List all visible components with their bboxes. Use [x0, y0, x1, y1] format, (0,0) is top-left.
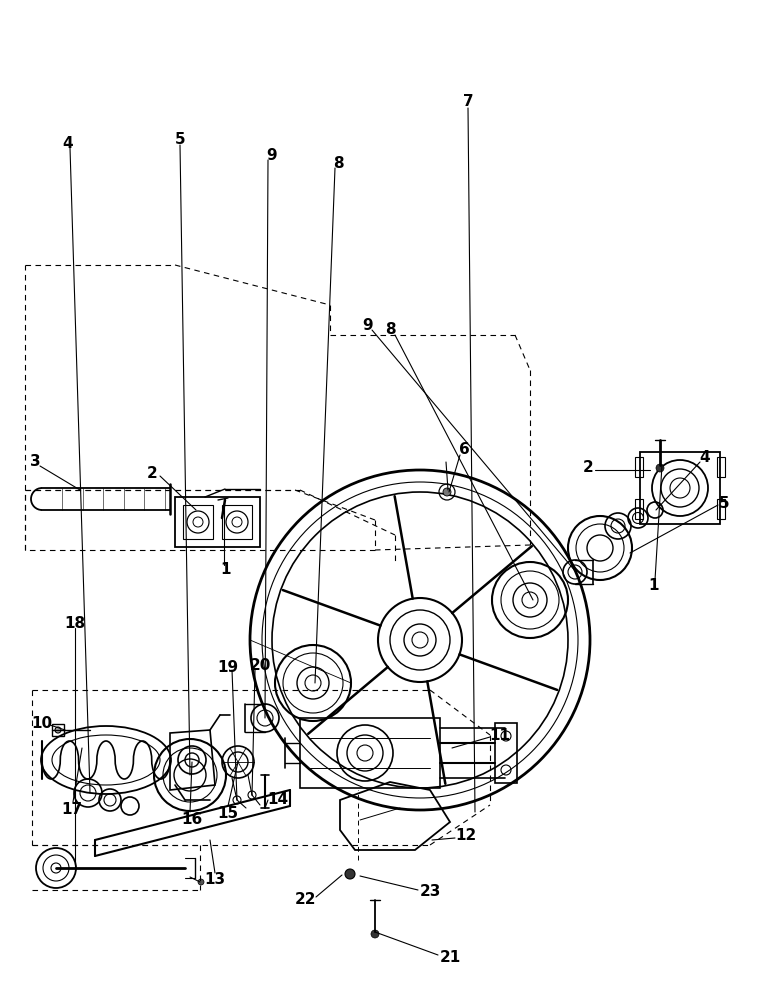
Text: 7: 7 — [462, 95, 473, 109]
Bar — [183, 505, 213, 539]
Text: 4: 4 — [699, 450, 710, 466]
Text: 13: 13 — [205, 872, 225, 888]
Text: 4: 4 — [63, 135, 73, 150]
Circle shape — [198, 879, 204, 885]
Text: 10: 10 — [32, 716, 52, 732]
Text: 6: 6 — [459, 442, 469, 458]
Text: 8: 8 — [333, 155, 344, 170]
Circle shape — [371, 930, 379, 938]
Bar — [717, 457, 725, 477]
Text: 15: 15 — [218, 806, 239, 820]
Text: 23: 23 — [419, 884, 441, 900]
Bar — [300, 718, 440, 788]
Text: 1: 1 — [221, 562, 232, 578]
Bar — [175, 497, 260, 547]
Text: 20: 20 — [249, 658, 271, 674]
Text: 16: 16 — [181, 812, 202, 828]
Bar — [635, 499, 643, 519]
Text: 14: 14 — [267, 792, 289, 808]
Bar — [52, 724, 64, 736]
Text: 22: 22 — [294, 892, 316, 908]
Text: 18: 18 — [64, 615, 86, 631]
Text: 1: 1 — [648, 578, 659, 592]
Bar — [495, 723, 517, 783]
Circle shape — [345, 869, 355, 879]
Text: 12: 12 — [455, 828, 476, 844]
Circle shape — [55, 727, 61, 733]
Text: 8: 8 — [384, 322, 395, 338]
Circle shape — [443, 488, 451, 496]
Text: 5: 5 — [174, 132, 185, 147]
Text: 9: 9 — [363, 318, 374, 332]
Text: 17: 17 — [62, 802, 83, 818]
Text: 19: 19 — [218, 660, 239, 676]
Bar — [640, 452, 720, 524]
Bar — [222, 505, 252, 539]
Text: 3: 3 — [29, 454, 40, 470]
Text: 11: 11 — [489, 728, 510, 744]
Text: 21: 21 — [439, 950, 461, 966]
Text: 2: 2 — [583, 460, 594, 476]
Bar — [717, 499, 725, 519]
Text: 5: 5 — [719, 495, 730, 510]
Circle shape — [656, 464, 664, 472]
Text: 9: 9 — [266, 147, 277, 162]
Bar — [635, 457, 643, 477]
Text: 2: 2 — [147, 466, 157, 482]
